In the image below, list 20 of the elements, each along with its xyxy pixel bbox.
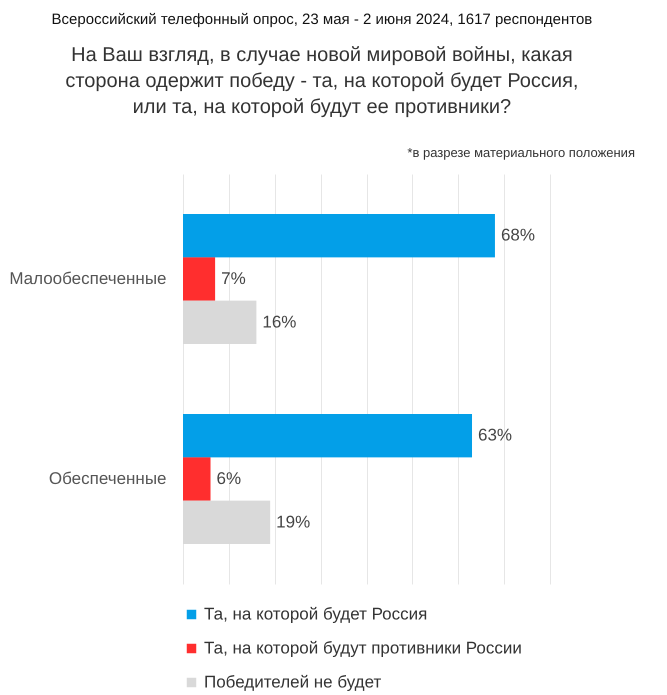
data-label: 68% bbox=[500, 226, 535, 245]
chart-title: На Ваш взгляд, в случае новой мировой войны, какая сторона одержит победу - та, на которой будет Россия, или та, на которой будут ее противники? bbox=[65, 44, 578, 118]
bar bbox=[183, 457, 211, 501]
y-tick-label: Малообеспеченные bbox=[9, 269, 166, 288]
data-label: 16% bbox=[262, 312, 296, 332]
data-label: 63% bbox=[478, 426, 512, 445]
text: Всероссийский телефонный опрос, 23 мая - 2 июня 2024, 1617 респондентов bbox=[52, 11, 592, 28]
chart-subtitle: *в разрезе материального положения bbox=[407, 145, 635, 160]
bar bbox=[183, 500, 270, 544]
legend-label: Та, на которой будет Россия bbox=[204, 604, 428, 624]
bar bbox=[183, 257, 216, 301]
legend-label: Та, на которой будут противники России bbox=[204, 638, 522, 658]
data-label: 6% bbox=[216, 469, 242, 488]
data-label: 19% bbox=[276, 512, 310, 532]
data-label: 7% bbox=[221, 269, 246, 288]
bar bbox=[183, 414, 472, 458]
legend-label: Победителей не будет bbox=[204, 672, 382, 692]
y-tick-label: Обеспеченные bbox=[48, 469, 166, 488]
bar bbox=[183, 214, 495, 258]
bar bbox=[183, 300, 256, 344]
